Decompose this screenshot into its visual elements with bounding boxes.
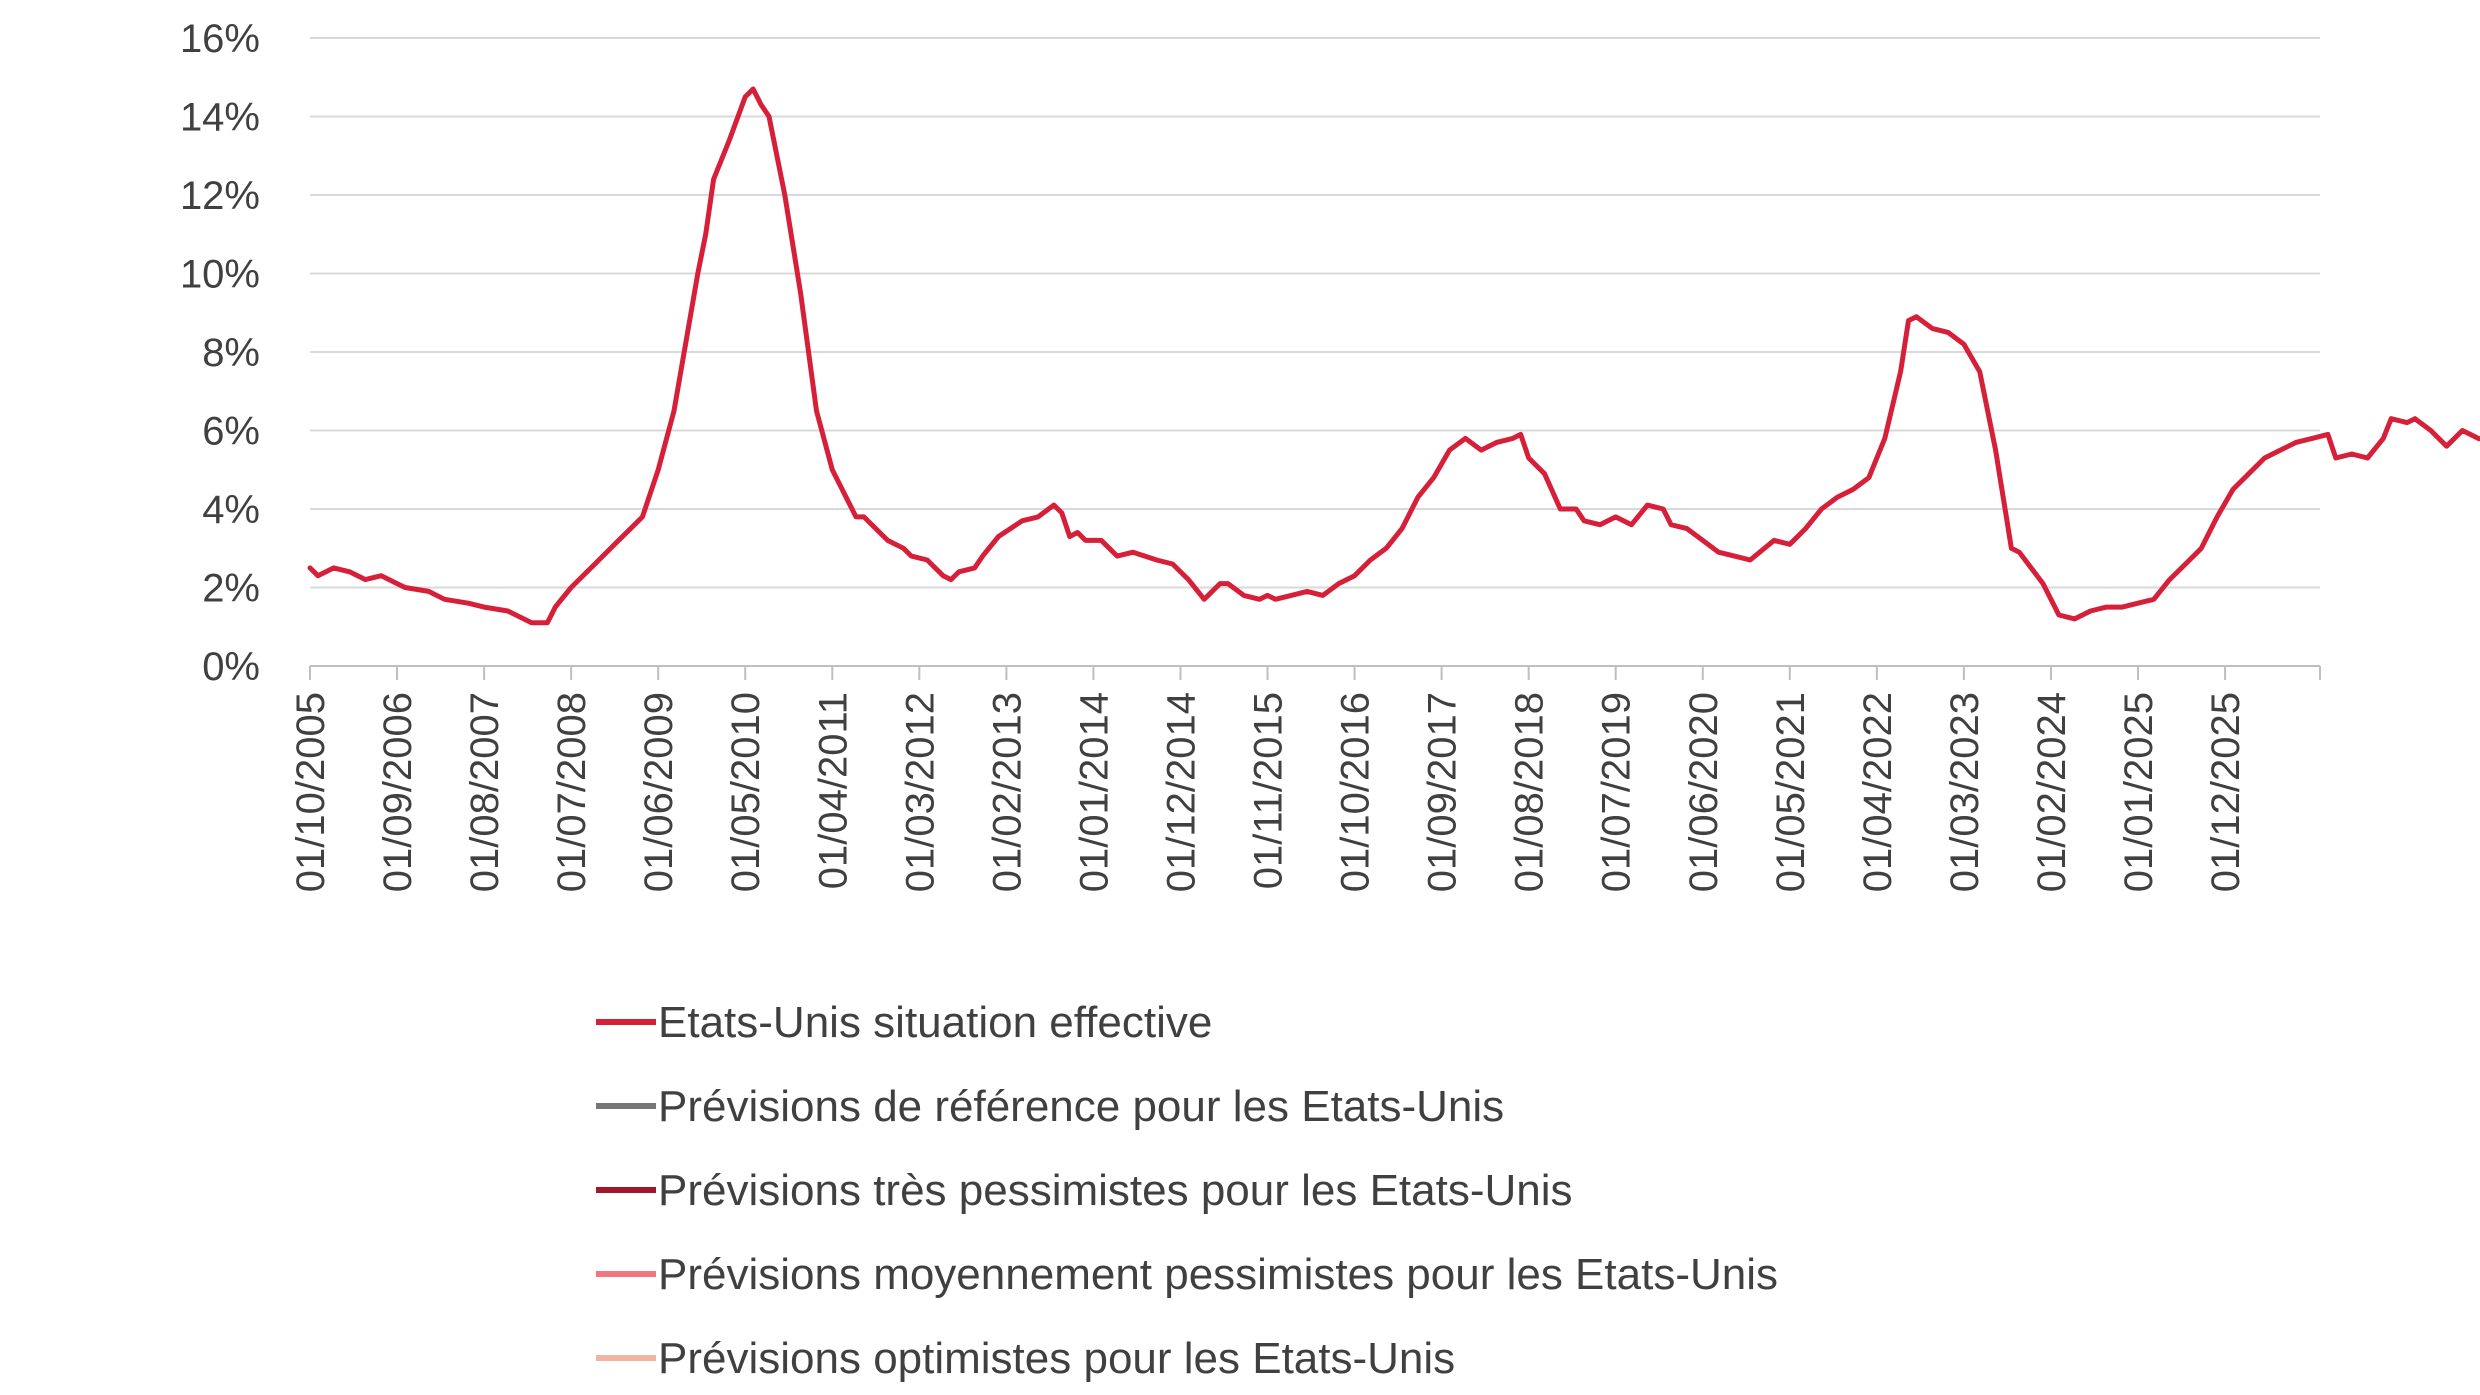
x-tick-label: 01/06/2009 xyxy=(637,692,681,892)
y-tick-label: 12% xyxy=(180,174,260,218)
x-tick-label: 01/10/2005 xyxy=(289,692,333,892)
x-tick-label: 01/03/2023 xyxy=(1943,692,1987,892)
x-tick-label: 01/09/2017 xyxy=(1421,692,1465,892)
legend-label: Prévisions de référence pour les Etats-U… xyxy=(658,1082,1504,1131)
x-tick-label: 01/01/2014 xyxy=(1072,692,1116,892)
x-tick-label: 01/12/2014 xyxy=(1159,692,1203,892)
legend-label: Etats-Unis situation effective xyxy=(658,998,1212,1047)
x-tick-label: 01/10/2016 xyxy=(1334,692,1378,892)
x-tick-label: 01/04/2022 xyxy=(1856,692,1900,892)
x-tick-label: 01/05/2021 xyxy=(1769,692,1813,892)
x-tick-label: 01/12/2025 xyxy=(2204,692,2248,892)
legend-label: Prévisions très pessimistes pour les Eta… xyxy=(658,1166,1573,1215)
legend-label: Prévisions optimistes pour les Etats-Uni… xyxy=(658,1334,1455,1383)
y-tick-label: 16% xyxy=(180,17,260,61)
x-tick-label: 01/09/2006 xyxy=(376,692,420,892)
x-tick-label: 01/07/2019 xyxy=(1595,692,1639,892)
x-tick-label: 01/06/2020 xyxy=(1682,692,1726,892)
x-tick-label: 01/03/2012 xyxy=(898,692,942,892)
series-line-0 xyxy=(307,86,2480,626)
x-tick-label: 01/07/2008 xyxy=(550,692,594,892)
y-tick-label: 8% xyxy=(202,331,260,375)
gridlines xyxy=(310,37,2320,589)
y-axis-ticks: 0% 2% 4% 6% 8% 10% 12% 14% 16% xyxy=(180,17,260,689)
y-tick-label: 6% xyxy=(202,410,260,454)
legend-label: Prévisions moyennement pessimistes pour … xyxy=(658,1250,1778,1299)
x-tick-label: 01/01/2025 xyxy=(2117,692,2161,892)
y-tick-label: 10% xyxy=(180,253,260,297)
x-tick-label: 01/02/2024 xyxy=(2030,692,2074,892)
x-tick-label: 01/08/2018 xyxy=(1508,692,1552,892)
x-tick-label: 01/05/2010 xyxy=(724,692,768,892)
y-tick-label: 4% xyxy=(202,488,260,532)
x-tick-label: 01/04/2011 xyxy=(811,692,855,889)
x-axis-ticks: 01/10/2005 01/09/2006 01/08/2007 01/07/2008… xyxy=(289,666,2321,892)
y-tick-label: 2% xyxy=(202,567,260,611)
y-tick-label: 0% xyxy=(202,645,260,689)
legend: Etats-Unis situation effective Prévisions… xyxy=(596,998,1778,1383)
x-tick-label: 01/11/2015 xyxy=(1247,692,1291,889)
x-tick-label: 01/08/2007 xyxy=(463,692,507,892)
x-tick-label: 01/02/2013 xyxy=(985,692,1029,892)
y-tick-label: 14% xyxy=(180,96,260,140)
series-lines xyxy=(307,86,2480,626)
